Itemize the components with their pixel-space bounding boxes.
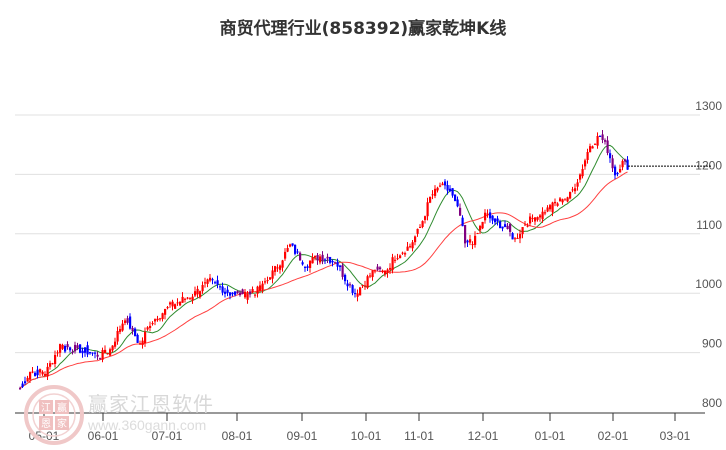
x-tick-label: 06-01 [88, 429, 119, 443]
y-tick-label: 800 [702, 396, 722, 410]
watermark-text: 赢家江恩软件 [88, 392, 214, 416]
moving-averages [19, 144, 628, 389]
x-tick-label: 07-01 [152, 429, 183, 443]
x-tick-label: 01-01 [535, 429, 566, 443]
y-tick-label: 1300 [695, 99, 722, 113]
chart-title: 商贸代理行业(858392)赢家乾坤K线 [219, 19, 507, 39]
x-tick-label: 12-01 [468, 429, 499, 443]
x-tick-label: 11-01 [404, 429, 434, 443]
y-tick-label: 1200 [695, 158, 722, 172]
y-tick-label: 1100 [696, 218, 722, 232]
y-tick-label: 1000 [695, 277, 722, 291]
y-tick-label: 900 [702, 337, 722, 351]
y-axis-labels: 1300 1200 1100 1000 900 800 [695, 99, 722, 410]
x-tick-label: 08-01 [222, 429, 253, 443]
x-tick-label: 10-01 [351, 429, 382, 443]
x-tick-label: 02-01 [598, 429, 629, 443]
x-tick-label: 05-01 [29, 429, 60, 443]
gridlines [15, 114, 700, 354]
x-tick-label: 03-01 [660, 429, 691, 443]
watermark-url: www.360gann.com [88, 417, 207, 433]
x-tick-label: 09-01 [287, 429, 318, 443]
candlesticks [19, 130, 629, 390]
